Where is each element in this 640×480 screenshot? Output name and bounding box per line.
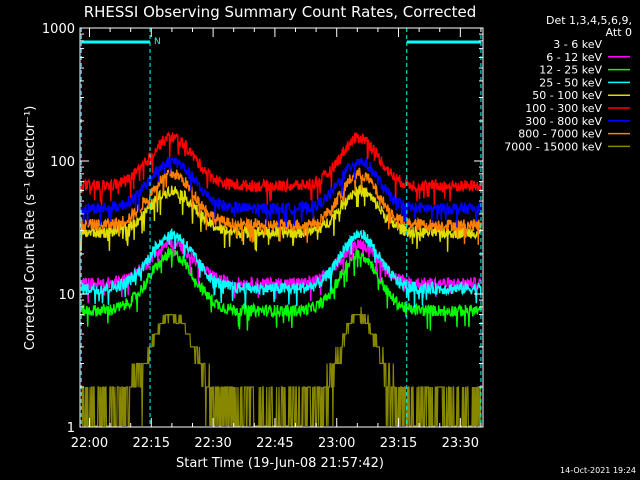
legend-entry-6: 300 - 800 keV xyxy=(525,115,602,128)
y-tick-label: 100 xyxy=(50,155,75,170)
series-line-3 xyxy=(80,228,482,309)
plot-area: N xyxy=(80,28,482,427)
plot-frame xyxy=(79,27,484,428)
x-tick-label: 22:00 xyxy=(71,436,108,451)
legend-entry-2: 12 - 25 keV xyxy=(539,64,602,77)
x-tick-label: 23:15 xyxy=(380,436,417,451)
night-bar-label: N xyxy=(154,37,161,47)
y-axis-label: Corrected Count Rate (s⁻¹ detector⁻¹) xyxy=(23,106,38,351)
x-tick-label: 22:30 xyxy=(194,436,231,451)
series-line-6 xyxy=(80,156,482,228)
legend-entry-7: 800 - 7000 keV xyxy=(518,128,602,141)
x-tick-label: 23:30 xyxy=(442,436,479,451)
legend-entry-5: 100 - 300 keV xyxy=(525,102,602,115)
series-line-8 xyxy=(81,306,482,427)
x-axis-label: Start Time (19-Jun-08 21:57:42) xyxy=(176,456,384,471)
legend-entry-4: 50 - 100 keV xyxy=(532,89,602,102)
legend-entry-3: 25 - 50 keV xyxy=(539,76,602,89)
chart-title: RHESSI Observing Summary Count Rates, Co… xyxy=(84,3,477,21)
y-tick-label: 1 xyxy=(67,421,75,436)
series-line-0 xyxy=(80,257,482,354)
x-tick-label: 22:45 xyxy=(256,436,293,451)
legend-entry-1: 6 - 12 keV xyxy=(546,51,602,64)
legend-header: Att 0 xyxy=(606,26,632,39)
legend-entry-0: 3 - 6 keV xyxy=(553,38,602,51)
series-line-5 xyxy=(80,131,482,206)
x-tick-label: 22:15 xyxy=(133,436,170,451)
axes: 1 10 100 1000 22:00 22:15 22:30 22:45 23:00 23:15… xyxy=(42,22,483,451)
timestamp: 14-Oct-2021 19:24 xyxy=(560,466,636,475)
series-line-4 xyxy=(80,184,482,252)
legend-entry-8: 7000 - 15000 keV xyxy=(504,140,602,153)
x-tick-label: 23:00 xyxy=(318,436,355,451)
series-line-7 xyxy=(80,167,482,245)
legend-header: Det 1,3,4,5,6,9, xyxy=(546,14,632,27)
y-tick-label: 10 xyxy=(58,288,75,303)
y-tick-label: 1000 xyxy=(42,22,75,37)
